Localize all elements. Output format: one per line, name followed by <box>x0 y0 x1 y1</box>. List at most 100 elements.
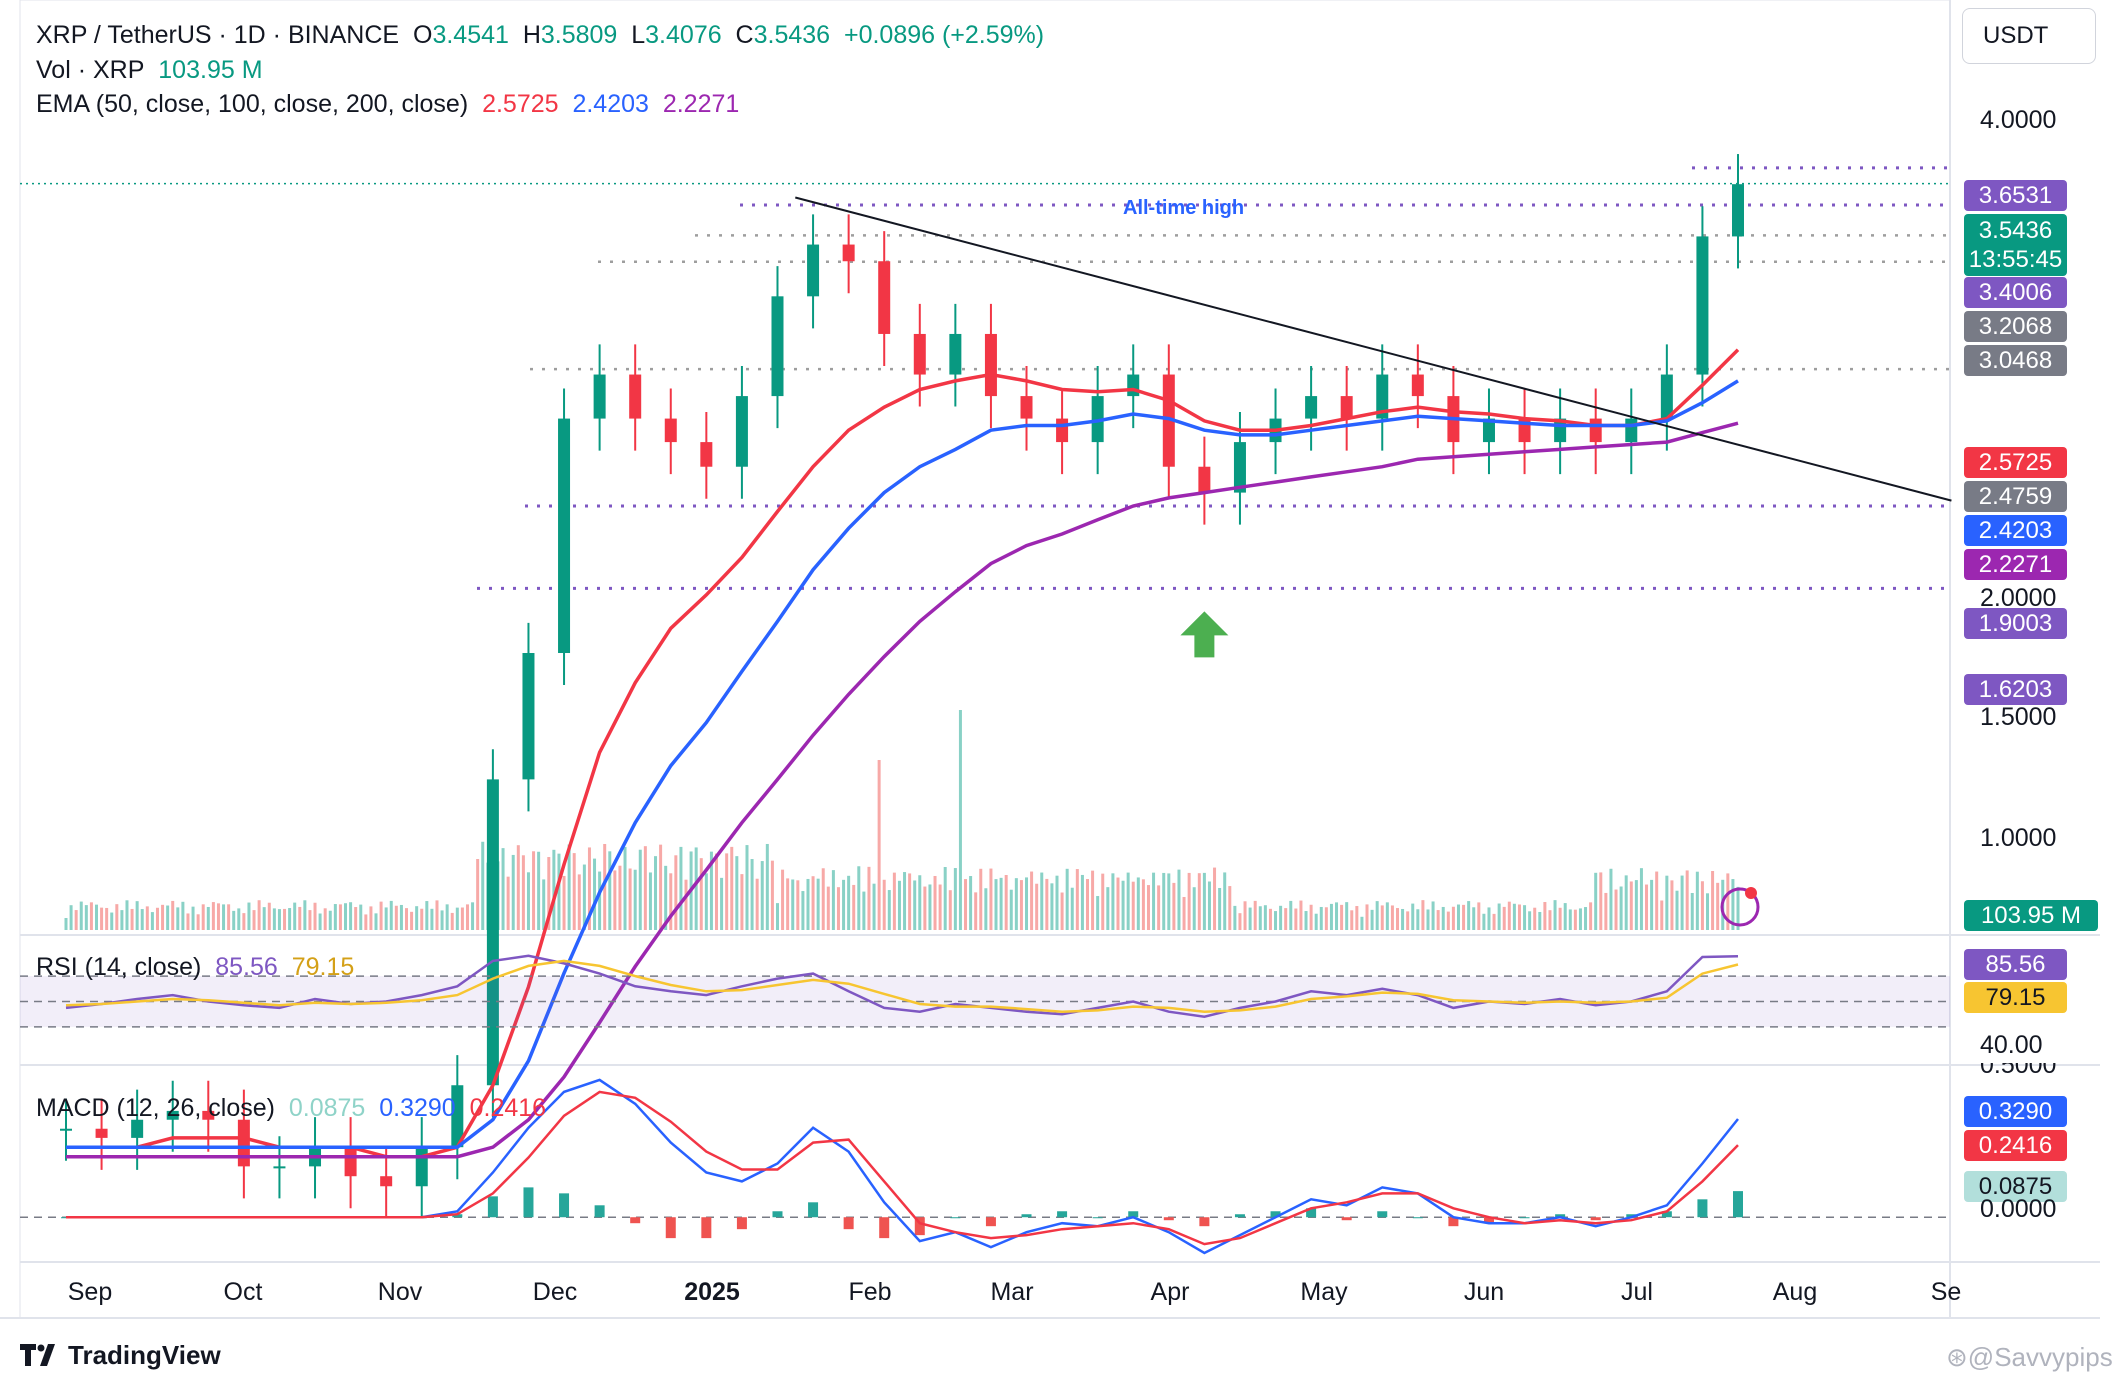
volume-bar <box>1202 872 1206 930</box>
volume-bar <box>598 871 602 930</box>
candle-body[interactable] <box>1625 418 1638 443</box>
candle-body[interactable] <box>878 261 891 334</box>
volume-bar <box>1517 904 1521 930</box>
candle-body[interactable] <box>1376 374 1389 419</box>
candle-body[interactable] <box>807 244 820 297</box>
month-label: Dec <box>532 1278 578 1306</box>
macd-histogram-bar <box>950 1217 961 1219</box>
candle-body[interactable] <box>984 333 997 397</box>
candle-body[interactable] <box>771 296 784 397</box>
candle-body[interactable] <box>664 418 677 443</box>
volume-bar <box>1309 904 1313 930</box>
ema200-line[interactable] <box>66 421 1739 1159</box>
volume-bar <box>867 866 871 930</box>
ema50-line[interactable] <box>66 348 1740 1159</box>
macd-label[interactable]: MACD (12, 26, close) <box>36 1094 275 1122</box>
candle-body[interactable] <box>1091 396 1104 443</box>
candle-body[interactable] <box>1340 396 1353 419</box>
volume-bar <box>1665 875 1669 930</box>
candle-body[interactable] <box>131 1119 144 1138</box>
volume-bar <box>1223 872 1227 930</box>
alert-badge-icon <box>1745 887 1757 899</box>
symbol-label[interactable]: XRP / TetherUS · 1D · BINANCE <box>36 21 400 49</box>
volume-bar <box>1614 889 1618 930</box>
macd-signal-line[interactable] <box>66 1090 1739 1246</box>
candle-body[interactable] <box>1482 418 1495 443</box>
volume-bar <box>364 914 368 930</box>
alert-icon[interactable] <box>1720 887 1760 927</box>
candle-body[interactable] <box>629 374 642 419</box>
candle-body[interactable] <box>202 1110 215 1120</box>
candle-body[interactable] <box>1233 442 1246 493</box>
level-tag-1620: 1.6203 <box>1964 674 2067 705</box>
currency-button[interactable]: USDT <box>1962 8 2096 64</box>
candle-body[interactable] <box>1589 418 1602 443</box>
volume-bar <box>1167 873 1171 930</box>
macd-histogram-bar <box>1448 1217 1459 1227</box>
descending-trendline[interactable] <box>795 196 1952 502</box>
volume-bar <box>110 912 114 930</box>
candle-body[interactable] <box>1127 374 1140 397</box>
candle-body[interactable] <box>593 374 606 419</box>
candle-body[interactable] <box>1020 396 1033 419</box>
candle-body[interactable] <box>1732 184 1744 237</box>
rsi-ma-line[interactable] <box>65 959 1739 1013</box>
candle-body[interactable] <box>344 1147 357 1177</box>
volume-bar <box>1487 907 1491 930</box>
month-label: Jun <box>1463 1278 1505 1306</box>
candle-body[interactable] <box>558 418 571 654</box>
open-value: 3.4541 <box>432 21 509 49</box>
volume-bar <box>1553 900 1557 930</box>
candle-body[interactable] <box>380 1176 393 1187</box>
volume-bar <box>577 874 581 930</box>
candle-body[interactable] <box>842 244 855 262</box>
candle-body[interactable] <box>700 442 713 467</box>
macd-histogram-bar <box>1626 1214 1637 1218</box>
candle-body[interactable] <box>60 1128 72 1131</box>
ema-label[interactable]: EMA (50, close, 100, close, 200, close) <box>36 90 469 118</box>
candle-body[interactable] <box>1411 374 1424 397</box>
volume-bar <box>176 907 180 930</box>
volume-bar <box>1680 875 1684 930</box>
volume-bar <box>781 869 785 930</box>
candle-body[interactable] <box>1305 396 1318 419</box>
candle-body[interactable] <box>273 1166 286 1169</box>
volume-bar <box>186 913 190 930</box>
macd-histogram-bar <box>1697 1199 1708 1218</box>
volume-bar <box>125 900 129 930</box>
candle-body[interactable] <box>95 1128 108 1138</box>
tradingview-logo[interactable]: TradingView <box>20 1338 221 1372</box>
candle-body[interactable] <box>415 1147 428 1187</box>
rsi-label[interactable]: RSI (14, close) <box>36 953 202 981</box>
volume-bar <box>1512 903 1516 930</box>
volume-bar <box>745 845 749 930</box>
volume-bar <box>84 905 88 930</box>
candle-body[interactable] <box>486 779 499 1086</box>
volume-bar <box>313 902 317 930</box>
candle-body[interactable] <box>166 1110 179 1120</box>
candle-body[interactable] <box>1162 374 1175 467</box>
volume-bar <box>1609 868 1613 930</box>
volume-bar <box>847 875 851 930</box>
candle-body[interactable] <box>237 1119 250 1167</box>
volume-bar <box>1375 901 1379 930</box>
candle-body[interactable] <box>1198 466 1211 493</box>
volume-bar <box>1655 871 1659 930</box>
volume-bar <box>506 876 510 930</box>
volume-label[interactable]: Vol · XRP <box>36 56 145 84</box>
candle-body[interactable] <box>949 333 962 375</box>
volume-bar <box>608 851 612 930</box>
candle-body[interactable] <box>522 653 535 780</box>
candle-body[interactable] <box>1056 418 1069 443</box>
candle-body[interactable] <box>913 333 926 375</box>
candle-body[interactable] <box>735 396 748 467</box>
volume-bar <box>476 859 480 930</box>
candle-body[interactable] <box>451 1085 464 1148</box>
volume-bar <box>69 905 73 930</box>
candle-body[interactable] <box>1696 236 1709 375</box>
ema100-line[interactable] <box>66 379 1739 1149</box>
candle-body[interactable] <box>1660 374 1673 419</box>
macd-histogram-bar <box>1412 1217 1423 1219</box>
volume-bar <box>648 872 652 930</box>
